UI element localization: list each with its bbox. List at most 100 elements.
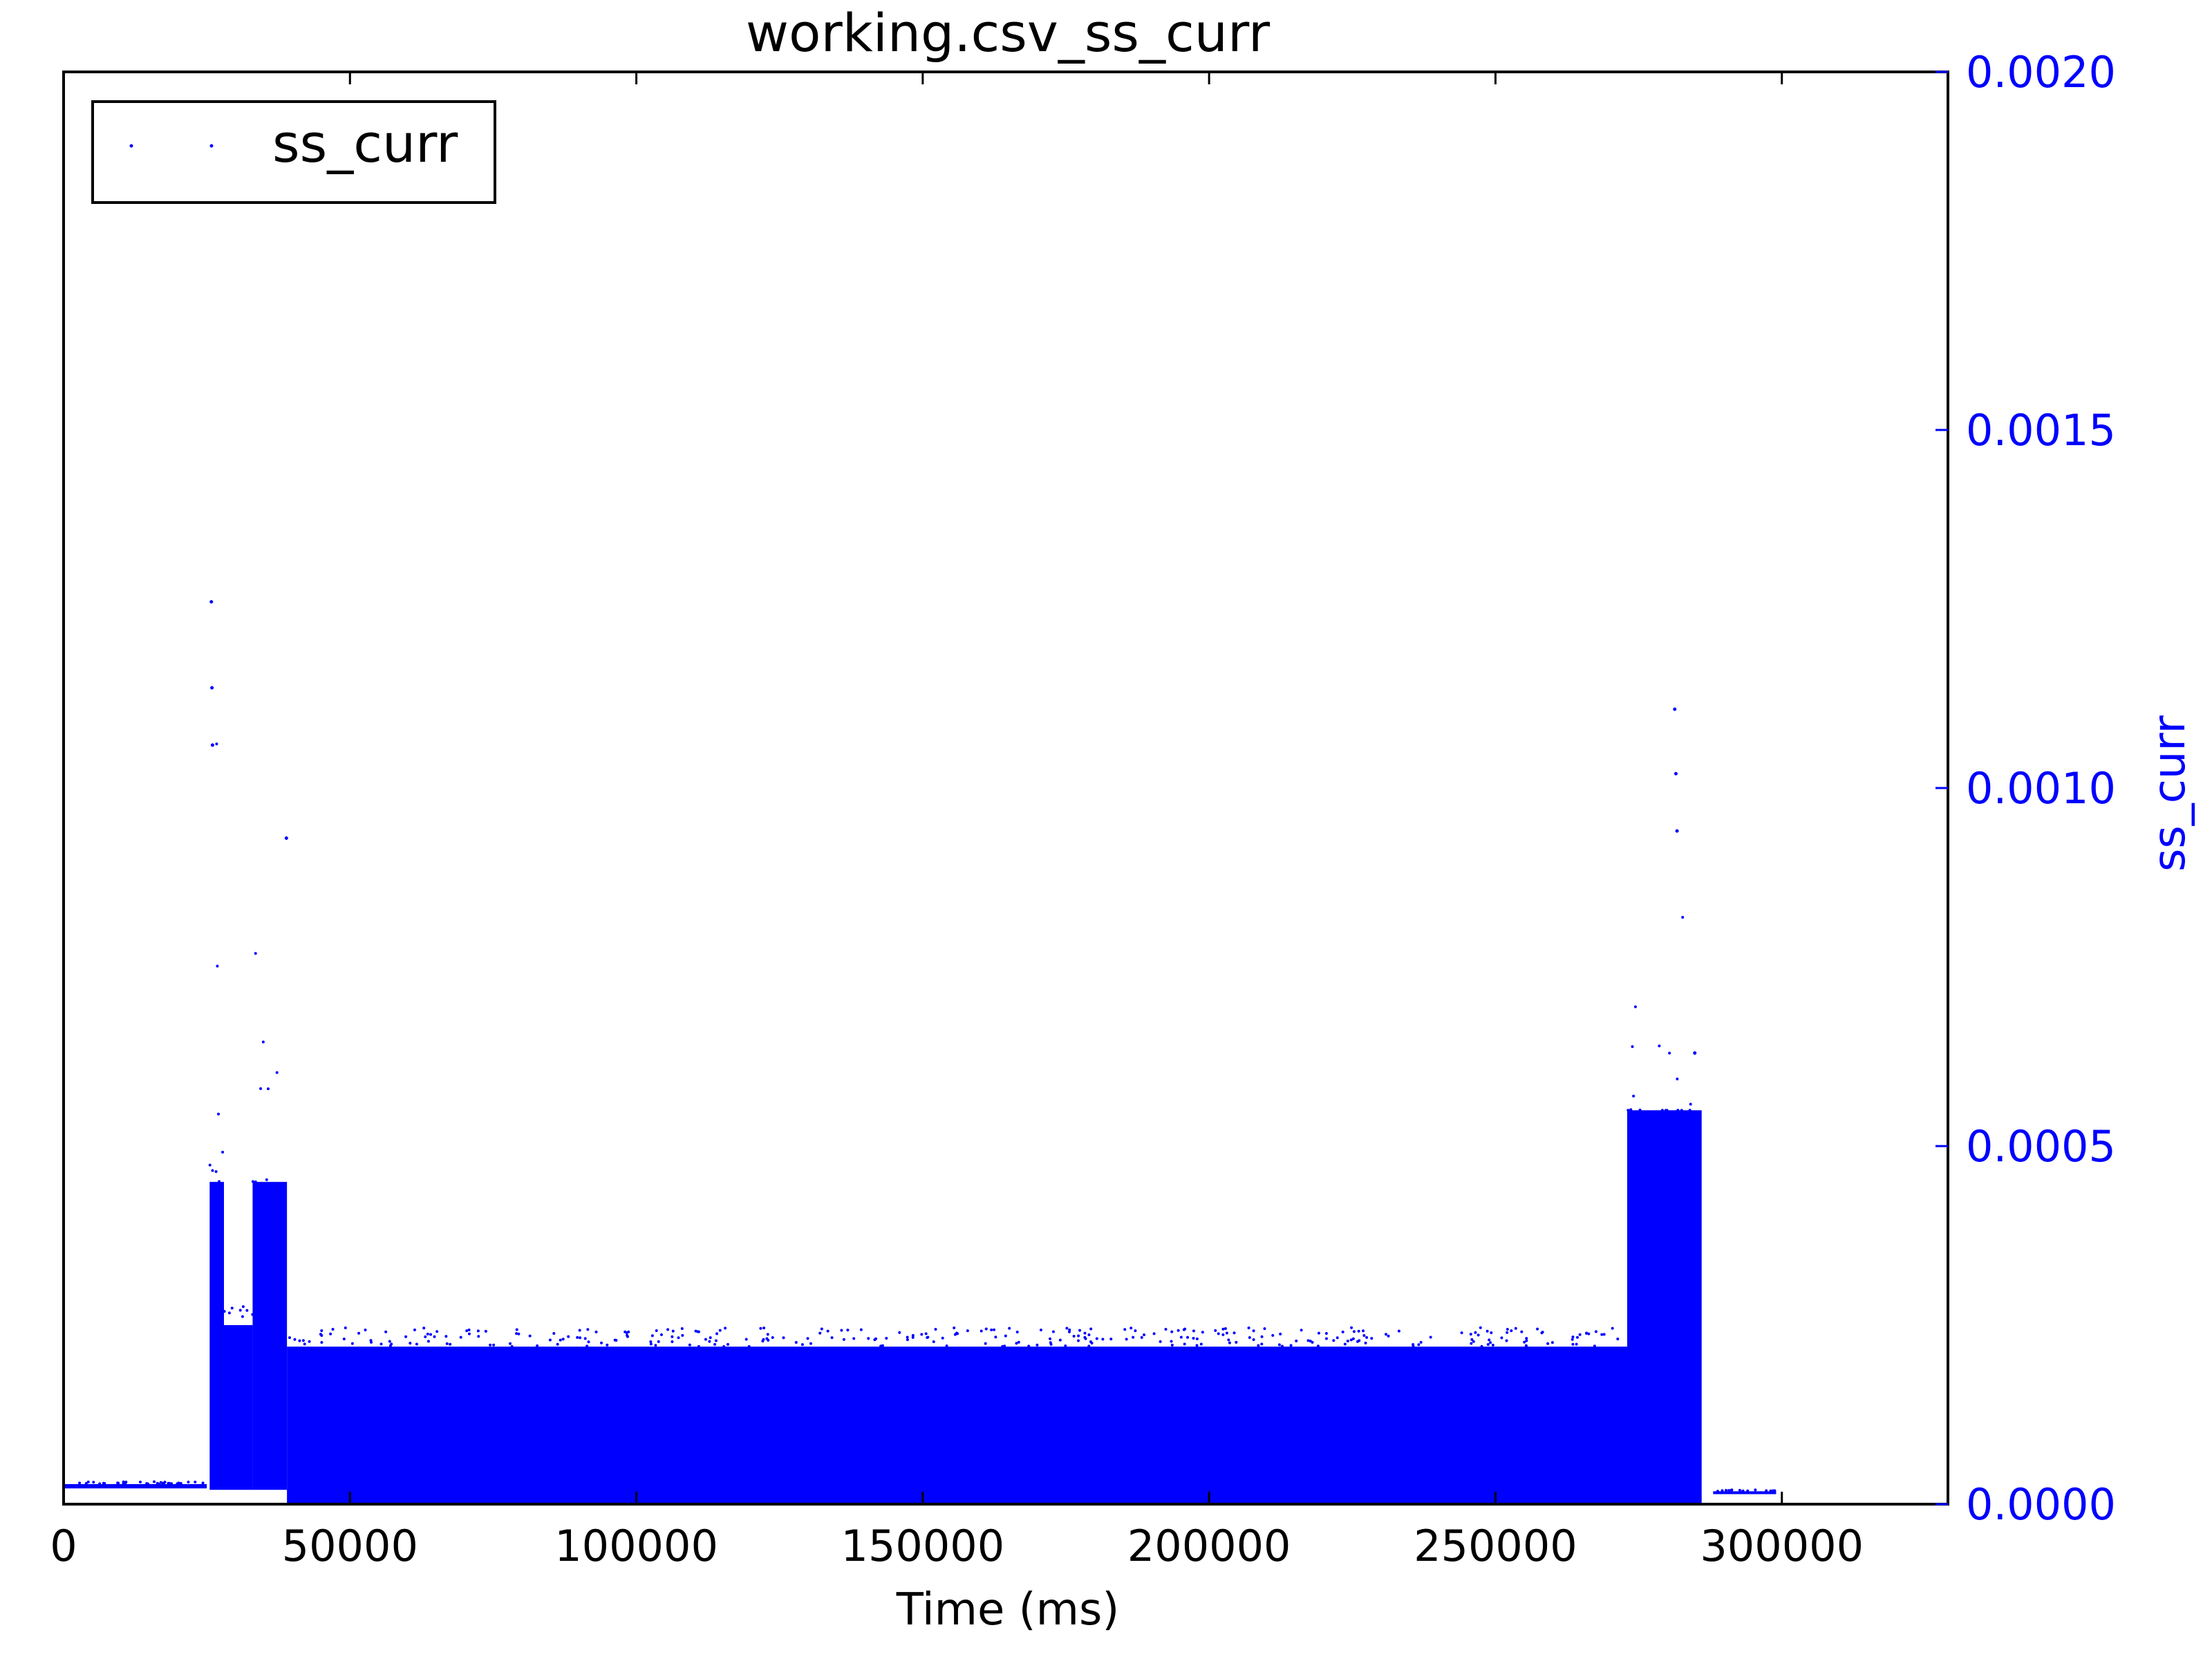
data-point — [680, 1327, 684, 1330]
data-point — [906, 1338, 909, 1342]
data-point — [766, 1333, 769, 1336]
data-point — [1746, 1489, 1750, 1492]
data-point — [536, 1344, 539, 1347]
data-point — [586, 1328, 590, 1331]
data-point — [761, 1340, 765, 1343]
y-axis-label: ss_curr — [2144, 715, 2195, 872]
data-point — [1578, 1333, 1582, 1336]
data-point — [846, 1329, 850, 1332]
data-point — [489, 1343, 492, 1347]
data-point — [953, 1326, 956, 1329]
data-point — [1090, 1342, 1094, 1345]
data-point — [388, 1340, 391, 1343]
data-point — [583, 1337, 587, 1340]
data-point — [1228, 1341, 1231, 1344]
data-point — [1324, 1332, 1328, 1335]
data-point — [1004, 1334, 1007, 1338]
data-point — [744, 1338, 748, 1341]
data-point — [671, 1340, 674, 1343]
data-point — [214, 1170, 218, 1173]
data-point — [932, 1340, 935, 1344]
data-point — [879, 1344, 883, 1348]
data-point — [1397, 1329, 1400, 1333]
x-tick-label: 200000 — [1127, 1521, 1291, 1571]
data-point — [492, 1343, 496, 1347]
data-point — [1235, 1340, 1238, 1344]
data-point — [288, 1336, 291, 1340]
data-point — [718, 1329, 722, 1332]
data-point — [1754, 1488, 1757, 1492]
data-point — [1352, 1330, 1356, 1333]
data-point — [211, 1169, 214, 1172]
data-point — [1001, 1344, 1004, 1348]
data-point — [1132, 1335, 1135, 1339]
data-point — [1125, 1338, 1128, 1341]
data-point — [794, 1341, 798, 1344]
data-point — [1260, 1342, 1264, 1346]
data-point — [78, 1481, 82, 1485]
legend-marker-icon — [209, 144, 214, 148]
data-point — [510, 1344, 514, 1348]
data-point — [1725, 1489, 1728, 1492]
x-tick-label: 300000 — [1700, 1521, 1864, 1571]
data-point — [722, 1344, 726, 1348]
data-point — [1087, 1333, 1091, 1336]
data-point — [379, 1342, 383, 1346]
data-point — [415, 1342, 418, 1346]
data-point — [477, 1335, 480, 1338]
data-point — [1324, 1337, 1328, 1340]
data-point — [364, 1329, 367, 1332]
data-point — [1632, 1094, 1635, 1098]
data-point — [1349, 1338, 1353, 1342]
data-point — [624, 1330, 627, 1333]
data-point — [1317, 1331, 1320, 1335]
data-point — [390, 1342, 393, 1346]
data-point — [771, 1335, 774, 1339]
data-point — [170, 1482, 174, 1485]
data-point — [696, 1330, 700, 1333]
data-point — [1357, 1329, 1360, 1333]
data-point — [627, 1330, 630, 1333]
data-point — [301, 1339, 305, 1342]
data-point — [1058, 1338, 1062, 1342]
data-band — [224, 1325, 253, 1490]
data-point — [1536, 1327, 1539, 1331]
data-point — [1472, 1340, 1475, 1343]
data-point — [1248, 1336, 1251, 1340]
data-point — [1068, 1328, 1071, 1331]
data-point — [241, 1315, 244, 1318]
data-point — [509, 1342, 512, 1345]
data-point — [422, 1327, 426, 1330]
data-point — [714, 1339, 718, 1342]
data-point — [515, 1328, 518, 1331]
data-point — [1051, 1330, 1055, 1333]
data-point — [1263, 1327, 1266, 1331]
data-point — [956, 1332, 959, 1335]
data-point — [709, 1336, 712, 1340]
data-point — [1486, 1343, 1490, 1347]
data-point — [1730, 1488, 1733, 1492]
data-point — [1524, 1344, 1528, 1347]
data-point — [369, 1340, 373, 1344]
data-point — [830, 1336, 834, 1340]
data-band — [1713, 1491, 1777, 1494]
data-point — [515, 1332, 518, 1335]
data-point — [1078, 1329, 1082, 1332]
data-point — [1633, 1005, 1637, 1009]
data-point — [1689, 1103, 1692, 1106]
data-point — [852, 1337, 856, 1340]
data-point — [1520, 1330, 1524, 1333]
data-point — [1089, 1327, 1093, 1331]
data-point — [1674, 771, 1678, 776]
data-point — [1611, 1327, 1614, 1330]
data-point — [747, 1344, 751, 1348]
data-point — [1571, 1338, 1574, 1341]
data-point — [1488, 1338, 1491, 1342]
data-point — [1660, 1109, 1664, 1112]
data-point — [548, 1338, 552, 1342]
data-point — [254, 952, 257, 955]
data-point — [1721, 1489, 1724, 1492]
data-point — [194, 1480, 197, 1483]
data-point — [1525, 1339, 1528, 1342]
y-tick-label: 0.0005 — [1966, 1121, 2116, 1172]
